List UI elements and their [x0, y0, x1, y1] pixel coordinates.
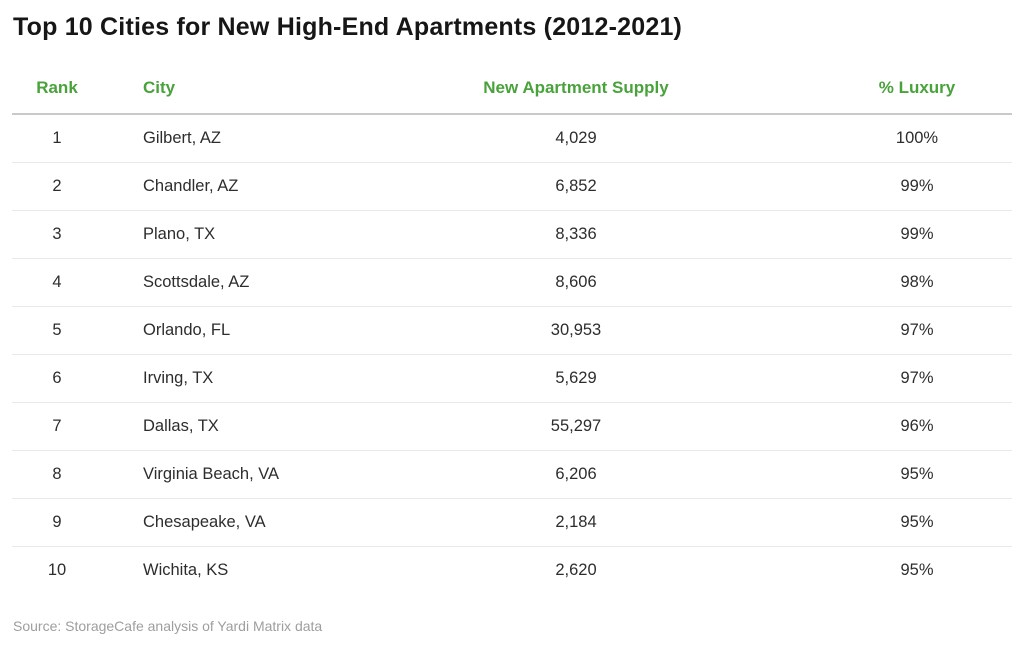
- cell-city: Virginia Beach, VA: [102, 450, 330, 499]
- cell-luxury: 96%: [822, 402, 1012, 451]
- table-row: 2 Chandler, AZ 6,852 99%: [12, 162, 1012, 211]
- cell-supply: 30,953: [330, 306, 822, 355]
- table-row: 5 Orlando, FL 30,953 97%: [12, 306, 1012, 355]
- cell-supply: 6,852: [330, 162, 822, 211]
- table-row: 1 Gilbert, AZ 4,029 100%: [12, 114, 1012, 163]
- cell-rank: 4: [12, 258, 102, 307]
- table-body: 1 Gilbert, AZ 4,029 100% 2 Chandler, AZ 6,852 9…: [12, 114, 1012, 594]
- source-note: Source: StorageCafe analysis of Yardi Ma…: [13, 618, 323, 634]
- table-row: 8 Virginia Beach, VA 6,206 95%: [12, 450, 1012, 499]
- table-row: 7 Dallas, TX 55,297 96%: [12, 402, 1012, 451]
- page-title: Top 10 Cities for New High-End Apartment…: [13, 13, 683, 41]
- cell-city: Gilbert, AZ: [102, 114, 330, 163]
- cell-city: Dallas, TX: [102, 402, 330, 451]
- cell-luxury: 98%: [822, 258, 1012, 307]
- cell-luxury: 99%: [822, 210, 1012, 259]
- cell-luxury: 99%: [822, 162, 1012, 211]
- cell-rank: 10: [47, 560, 67, 579]
- cell-city: Plano, TX: [102, 210, 330, 259]
- cell-luxury: 95%: [822, 498, 1012, 547]
- cell-city: Orlando, FL: [102, 306, 330, 355]
- table-row: 6 Irving, TX 5,629 97%: [12, 354, 1012, 403]
- cell-rank: 3: [12, 210, 102, 259]
- cell-rank: 8: [12, 450, 102, 499]
- table-row: 4 Scottsdale, AZ 8,606 98%: [12, 258, 1012, 307]
- cell-city: Chesapeake, VA: [102, 498, 330, 547]
- cell-supply: 8,336: [330, 210, 822, 259]
- cell-supply: 6,206: [330, 450, 822, 499]
- cell-supply: 2,184: [330, 498, 822, 547]
- cell-city: Chandler, AZ: [102, 162, 330, 211]
- cell-city: Scottsdale, AZ: [102, 258, 330, 307]
- cell-rank: 6: [12, 354, 102, 403]
- cell-supply: 2,620: [555, 560, 597, 579]
- cell-luxury: 95%: [900, 560, 934, 579]
- column-header-luxury: % Luxury: [822, 72, 1012, 115]
- top-cities-table: Rank City New Apartment Supply % Luxury …: [12, 72, 1012, 594]
- table-header-row: Rank City New Apartment Supply % Luxury: [12, 72, 1012, 115]
- cell-city: Wichita, KS: [143, 560, 229, 579]
- table-row: 10 Wichita, KS 2,620 95%: [12, 546, 1012, 594]
- cell-city: Irving, TX: [102, 354, 330, 403]
- cell-rank: 5: [12, 306, 102, 355]
- cell-supply: 55,297: [330, 402, 822, 451]
- cell-rank: 1: [12, 114, 102, 163]
- column-header-supply: New Apartment Supply: [330, 72, 822, 115]
- page: Top 10 Cities for New High-End Apartment…: [0, 11, 1024, 652]
- cell-rank: 9: [12, 498, 102, 547]
- table-row: 9 Chesapeake, VA 2,184 95%: [12, 498, 1012, 547]
- table-header: Rank City New Apartment Supply % Luxury: [12, 72, 1012, 115]
- column-header-rank: Rank: [12, 72, 102, 115]
- cell-luxury: 97%: [822, 354, 1012, 403]
- cell-luxury: 95%: [822, 450, 1012, 499]
- cell-supply: 5,629: [330, 354, 822, 403]
- cell-supply: 8,606: [330, 258, 822, 307]
- column-header-city: City: [102, 72, 330, 115]
- cell-supply: 4,029: [330, 114, 822, 163]
- table-row: 3 Plano, TX 8,336 99%: [12, 210, 1012, 259]
- cell-luxury: 97%: [822, 306, 1012, 355]
- cell-rank: 2: [12, 162, 102, 211]
- cell-luxury: 100%: [822, 114, 1012, 163]
- cell-rank: 7: [12, 402, 102, 451]
